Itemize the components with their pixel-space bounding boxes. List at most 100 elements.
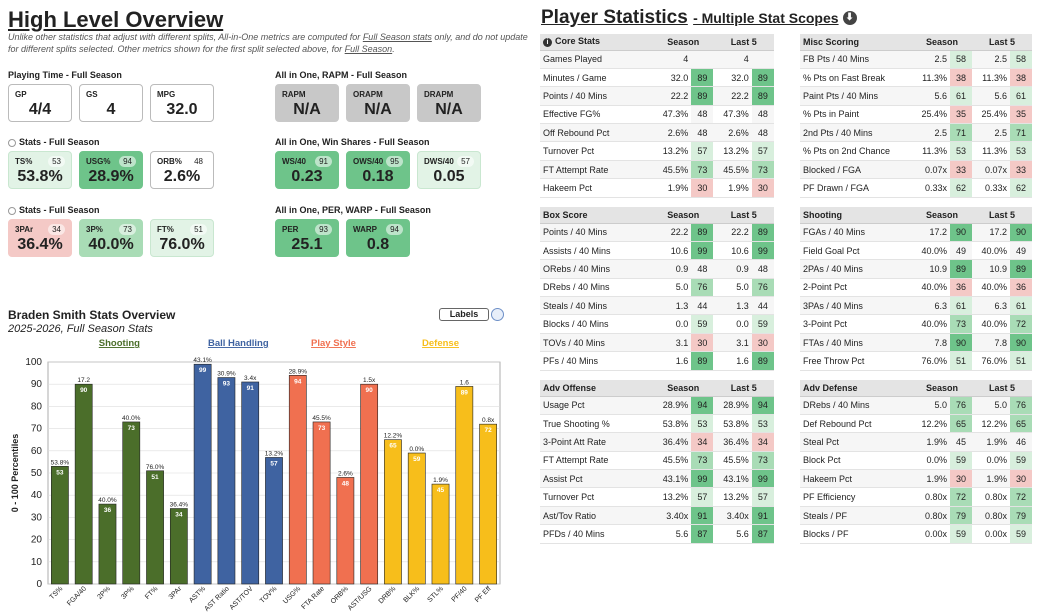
table-row: FGAs / 40 Mins 17.2 90 17.2 90 <box>800 223 1032 242</box>
bar-stat-label: 40.0% <box>98 497 117 504</box>
column-header[interactable]: Season <box>652 207 714 224</box>
x-tick-label: 3P% <box>120 585 135 600</box>
table-row: 3-Point Att Rate 36.4% 34 36.4% 34 <box>540 432 774 452</box>
column-header[interactable]: Season <box>652 34 714 51</box>
stat-name: Steal Pct <box>800 432 912 452</box>
card-percentile: 93 <box>315 224 332 235</box>
bar-percentile-label: 90 <box>366 387 374 394</box>
stat-value: 13.2% <box>713 487 752 507</box>
stat-percentile: 61 <box>1010 86 1032 106</box>
x-tick-label: AST% <box>188 585 207 604</box>
stat-value: 36.4% <box>713 432 752 452</box>
stat-name: True Shooting % <box>540 414 653 434</box>
column-header[interactable]: Season <box>912 34 972 51</box>
table-row: Points / 40 Mins 22.2 89 22.2 89 <box>540 86 774 106</box>
full-season-link[interactable]: Full Season stats <box>362 32 432 42</box>
table-row: Block Pct 0.0% 59 0.0% 59 <box>800 451 1032 471</box>
table-row: Usage Pct 28.9% 94 28.9% 94 <box>540 396 774 415</box>
stat-value: 25.4% <box>912 105 950 125</box>
column-header[interactable]: Last 5 <box>972 207 1032 224</box>
table-title: Shooting <box>803 209 842 220</box>
stat-percentile: 46 <box>1010 432 1032 452</box>
stat-percentile: 51 <box>950 351 972 371</box>
stat-name: % Pts on 2nd Chance <box>800 141 912 161</box>
stat-percentile: 59 <box>950 451 972 471</box>
info-icon[interactable]: i <box>543 38 552 48</box>
x-tick-label: PF/40 <box>451 585 469 603</box>
x-tick-label: FGA/40 <box>66 585 88 607</box>
stat-percentile: 94 <box>691 396 714 415</box>
card-value: N/A <box>293 101 321 118</box>
stat-value: 2.5 <box>912 50 950 69</box>
bar-blk- <box>407 452 426 585</box>
stat-value: 43.1% <box>652 469 692 489</box>
stat-percentile: 33 <box>1010 160 1032 180</box>
bar-stl- <box>431 483 450 585</box>
card-value: 53.8% <box>17 168 63 185</box>
stats2-card-3par: 3PAr 34 36.4% <box>8 219 72 257</box>
stat-percentile: 89 <box>691 86 714 106</box>
labels-toggle[interactable] <box>491 308 504 321</box>
stat-name: Effective FG% <box>540 105 653 125</box>
stat-percentile: 71 <box>950 123 972 143</box>
labels-button[interactable]: Labels <box>439 308 489 321</box>
stat-value: 11.3% <box>972 68 1010 88</box>
stat-percentile: 99 <box>751 241 774 261</box>
column-header[interactable]: Last 5 <box>972 380 1032 397</box>
stat-value: 0.80x <box>972 487 1010 507</box>
chart-subtitle: 2025-2026, Full Season Stats <box>8 323 153 335</box>
stat-value: 5.0 <box>972 396 1010 415</box>
stat-value: 0.0 <box>652 314 692 334</box>
group-label-defense: Defense <box>422 338 459 349</box>
stats1-radio[interactable] <box>8 138 16 147</box>
x-tick-label: STL% <box>427 585 445 603</box>
stat-value: 0.80x <box>912 487 950 507</box>
stat-name: Hakeem Pct <box>540 178 653 198</box>
bar-percentile-label: 93 <box>223 381 231 388</box>
table-row: Hakeem Pct 1.9% 30 1.9% 30 <box>540 178 774 198</box>
bar-percentile-label: 51 <box>151 474 159 481</box>
stat-value: 43.1% <box>713 469 752 489</box>
stat-percentile: 79 <box>950 506 972 526</box>
download-icon[interactable]: ⬇ <box>842 10 857 25</box>
stat-percentile: 89 <box>950 259 972 279</box>
full-season-link-2[interactable]: Full Season <box>344 44 393 54</box>
card-value: 28.9% <box>88 168 134 185</box>
stat-name: 3PAs / 40 Mins <box>800 296 912 316</box>
stat-percentile: 30 <box>691 178 714 198</box>
column-header[interactable]: Last 5 <box>713 380 774 397</box>
card-label: ORAPM <box>353 90 383 99</box>
stats1-heading: Stats - Full Season <box>8 137 100 147</box>
card-value: N/A <box>364 101 392 118</box>
stat-percentile: 94 <box>751 396 774 415</box>
card-value: N/A <box>435 101 463 118</box>
stat-value: 22.2 <box>713 86 752 106</box>
stat-value: 5.6 <box>652 524 692 544</box>
card-value: 4/4 <box>28 101 52 118</box>
card-label: DRAPM <box>424 90 454 99</box>
card-percentile: 94 <box>386 224 403 235</box>
stat-percentile: 33 <box>950 160 972 180</box>
stat-percentile: 90 <box>1010 223 1032 242</box>
column-header[interactable]: Last 5 <box>713 207 774 224</box>
table-row: Points / 40 Mins 22.2 89 22.2 89 <box>540 223 774 242</box>
x-tick-label: AST/TOV <box>229 585 255 611</box>
column-header[interactable]: Season <box>912 380 972 397</box>
table-row: Games Played 4 4 <box>540 50 774 69</box>
stats2-radio[interactable] <box>8 206 16 215</box>
column-header[interactable]: Season <box>652 380 714 397</box>
stat-value: 0.0% <box>972 451 1010 471</box>
stat-value: 12.2% <box>912 414 950 434</box>
card-value: 40.0% <box>88 236 134 253</box>
stat-value: 0.00x <box>912 524 950 544</box>
table-row: % Pts in Paint 25.4% 35 25.4% 35 <box>800 105 1032 125</box>
stat-percentile: 53 <box>691 414 714 434</box>
stat-name: Ast/Tov Ratio <box>540 506 653 526</box>
card-value: 0.8 <box>366 236 390 253</box>
stat-percentile: 59 <box>1010 451 1032 471</box>
bar-drb- <box>384 439 402 585</box>
stat-value: 1.3 <box>713 296 752 316</box>
column-header[interactable]: Last 5 <box>972 34 1032 51</box>
column-header[interactable]: Season <box>912 207 972 224</box>
column-header[interactable]: Last 5 <box>713 34 774 51</box>
